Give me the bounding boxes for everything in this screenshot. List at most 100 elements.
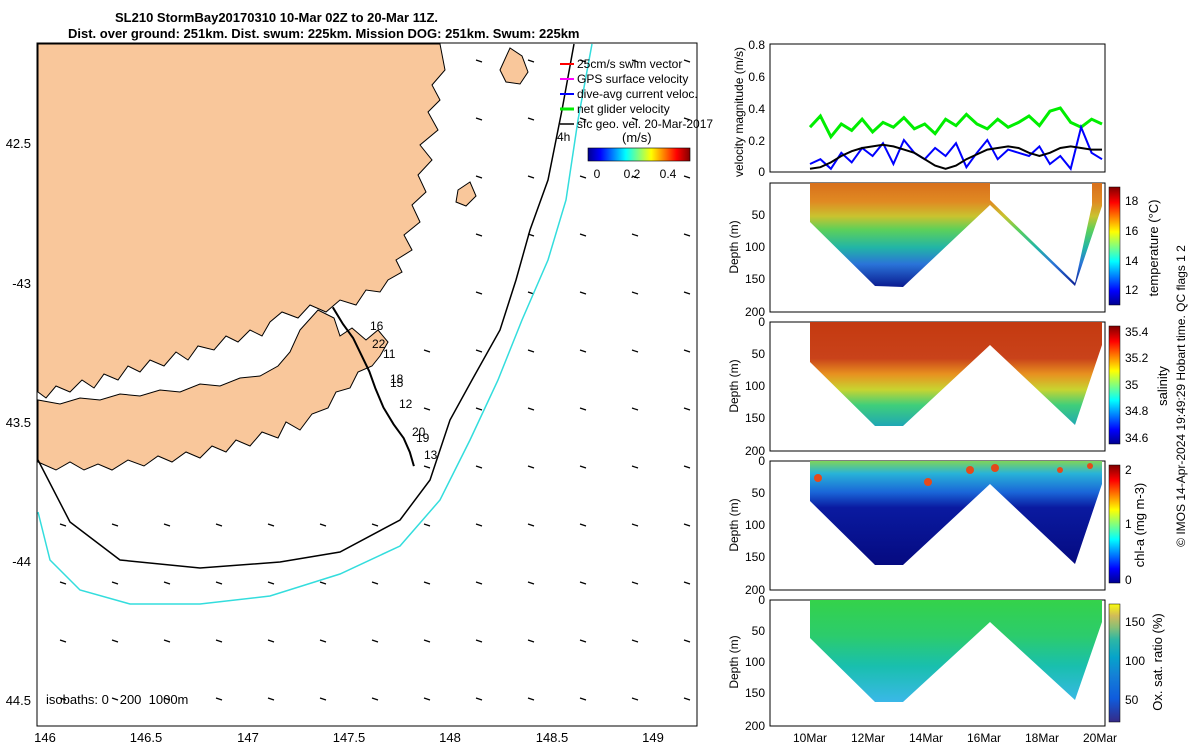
y-tick: 200: [745, 305, 765, 319]
current-arrow: [683, 59, 691, 63]
map-colorbar: [587, 147, 691, 162]
colorbar: [1108, 325, 1121, 445]
colorbar-tick: 1: [1125, 517, 1132, 531]
y-tick: 0.4: [748, 102, 765, 116]
current-arrow: [371, 523, 379, 527]
x-tick: 20Mar: [1083, 731, 1117, 745]
track-label: 11: [383, 347, 396, 361]
current-arrow: [215, 697, 223, 701]
y-axis-label: Depth (m): [727, 498, 741, 551]
current-arrows: [59, 59, 691, 701]
isobaths-label: isobaths: 0 200 1000m: [46, 692, 188, 707]
track-label: 19: [416, 431, 430, 445]
current-arrow: [631, 465, 639, 469]
y-axis-label: Depth (m): [727, 359, 741, 412]
colorbar-tick: 16: [1125, 224, 1139, 238]
current-arrow: [423, 581, 431, 585]
current-arrow: [475, 291, 483, 295]
current-arrow: [423, 407, 431, 411]
current-arrow: [475, 233, 483, 237]
land-mass: [37, 43, 446, 399]
chla-panel: Depth (m) 2 1 0 chl-a (mg m-3): [727, 460, 1147, 591]
y-tick: 150: [745, 550, 765, 564]
legend-entry: GPS surface velocity: [577, 72, 688, 86]
current-arrow: [579, 697, 587, 701]
current-arrow: [527, 407, 535, 411]
current-arrow: [59, 523, 67, 527]
isobath-200m: [37, 43, 575, 569]
y-tick: 0: [758, 315, 765, 329]
current-arrow: [423, 697, 431, 701]
y-tick: 43.5: [6, 415, 31, 430]
velocity-panel: 0.8 0.6 0.4 0.2 0 velocity magnitude (m/…: [732, 38, 1106, 179]
current-arrow: [579, 639, 587, 643]
current-arrow: [579, 233, 587, 237]
x-tick: 148.5: [536, 730, 569, 745]
current-arrow: [423, 465, 431, 469]
colorbar-tick: 35: [1125, 378, 1139, 392]
colorbar-tick: 35.4: [1125, 325, 1149, 339]
current-arrow: [475, 407, 483, 411]
y-tick: 200: [745, 583, 765, 597]
current-arrow: [215, 639, 223, 643]
legend-entry: net glider velocity: [577, 102, 670, 116]
colorbar-tick: 100: [1125, 654, 1145, 668]
colorbar: [1108, 186, 1121, 306]
series-dive-avg: [809, 124, 1103, 171]
y-tick: 0: [758, 165, 765, 179]
current-arrow: [423, 523, 431, 527]
salinity-panel: Depth (m) 35.4 35.2 35 34.8 34.6 salinit…: [727, 321, 1170, 452]
colorbar-tick: 150: [1125, 615, 1145, 629]
current-arrow: [527, 175, 535, 179]
colorbar-tick: 0.2: [624, 167, 641, 181]
current-arrow: [631, 233, 639, 237]
colorbar-tick: 34.6: [1125, 431, 1149, 445]
legend-extra: 4h: [557, 130, 570, 144]
x-tick: 149: [642, 730, 664, 745]
current-arrow: [423, 639, 431, 643]
current-arrow: [475, 581, 483, 585]
colorbar-tick: 34.8: [1125, 404, 1149, 418]
current-arrow: [579, 465, 587, 469]
map-x-ticks: 146 146.5 147 147.5 148 148.5 149: [34, 730, 664, 745]
current-arrow: [631, 349, 639, 353]
y-axis-label: velocity magnitude (m/s): [732, 47, 746, 177]
current-arrow: [475, 465, 483, 469]
current-arrow: [631, 697, 639, 701]
current-arrow: [267, 697, 275, 701]
colorbar-tick: 0: [1125, 573, 1132, 587]
y-tick: 100: [745, 655, 765, 669]
current-arrow: [475, 59, 483, 63]
current-arrow: [683, 175, 691, 179]
series-geo-velocity: [809, 143, 1102, 170]
current-arrow: [527, 581, 535, 585]
current-arrow: [579, 349, 587, 353]
y-tick: 44.5: [6, 693, 31, 708]
current-arrow: [683, 581, 691, 585]
y-tick: 0: [758, 454, 765, 468]
track-label: 20: [412, 425, 426, 439]
y-tick: 50: [752, 347, 766, 361]
colorbar-tick: 50: [1125, 693, 1139, 707]
current-arrow: [319, 697, 327, 701]
y-tick: -43: [12, 276, 31, 291]
y-tick: 150: [745, 686, 765, 700]
current-arrow: [475, 523, 483, 527]
x-tick: 16Mar: [967, 731, 1001, 745]
isobath-1000m: [37, 43, 593, 605]
x-tick: 146.5: [130, 730, 163, 745]
colorbar: [1108, 464, 1121, 584]
current-arrow: [319, 639, 327, 643]
current-arrow: [371, 697, 379, 701]
colorbar: [1108, 603, 1121, 723]
current-arrow: [527, 117, 535, 121]
chla-field: [810, 461, 1102, 565]
chla-hotspots: [814, 463, 1093, 486]
current-arrow: [163, 523, 171, 527]
current-arrow: [631, 291, 639, 295]
island: [499, 47, 529, 85]
current-arrow: [631, 581, 639, 585]
colorbar-tick: 12: [1125, 283, 1139, 297]
x-tick: 14Mar: [909, 731, 943, 745]
